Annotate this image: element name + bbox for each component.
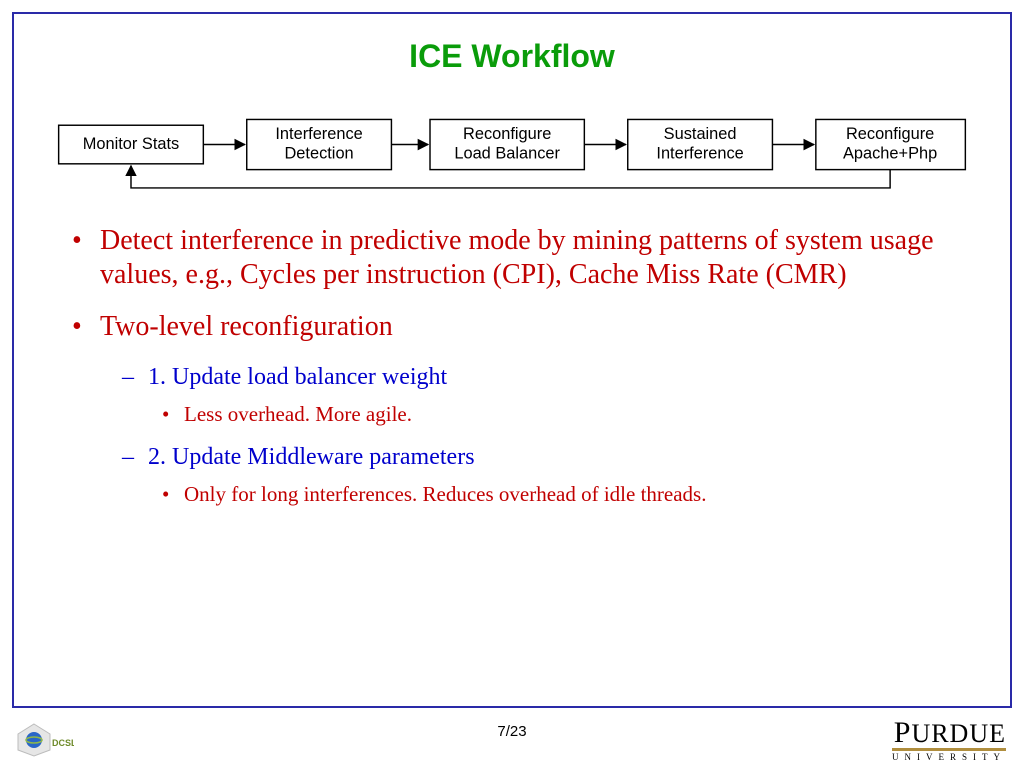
- bullet-text: Detect interference in predictive mode b…: [100, 224, 970, 292]
- bullet-text: Two-level reconfiguration: [100, 310, 393, 344]
- svg-text:Detection: Detection: [284, 145, 353, 163]
- svg-text:Apache+Php: Apache+Php: [843, 145, 937, 163]
- svg-text:Interference: Interference: [656, 145, 743, 163]
- slide-frame: ICE Workflow Monitor Stats Interference …: [12, 12, 1012, 708]
- flow-node-reconfigure-apache: Reconfigure Apache+Php: [816, 119, 966, 169]
- footer: 7/23 DCSL PURDUE UNIVERSITY: [0, 712, 1024, 768]
- bullet-mark: •: [72, 224, 100, 292]
- dash-mark: –: [122, 362, 148, 392]
- slide-title: ICE Workflow: [14, 38, 1010, 75]
- flow-node-sustained-interference: Sustained Interference: [628, 119, 773, 169]
- svg-text:Sustained: Sustained: [664, 125, 737, 143]
- page-number: 7/23: [0, 723, 1024, 740]
- dash-mark: –: [122, 442, 148, 472]
- svg-text:Load Balancer: Load Balancer: [454, 145, 560, 163]
- purdue-name: PURDUE: [892, 716, 1006, 750]
- svg-text:Reconfigure: Reconfigure: [463, 125, 551, 143]
- svg-text:Reconfigure: Reconfigure: [846, 125, 934, 143]
- sub2-bullet-text: Less overhead. More agile.: [184, 400, 412, 428]
- sub2-bullet-item: • Only for long interferences. Reduces o…: [162, 480, 970, 508]
- bullet-mark: •: [162, 480, 184, 508]
- svg-text:Monitor Stats: Monitor Stats: [83, 135, 179, 153]
- svg-text:Interference: Interference: [275, 125, 362, 143]
- sub2-bullet-item: • Less overhead. More agile.: [162, 400, 970, 428]
- bullet-mark: •: [162, 400, 184, 428]
- sub-bullet-item: – 2. Update Middleware parameters: [122, 442, 970, 472]
- slide: ICE Workflow Monitor Stats Interference …: [0, 0, 1024, 768]
- sub-bullet-text: 2. Update Middleware parameters: [148, 442, 475, 472]
- sub-bullet-item: – 1. Update load balancer weight: [122, 362, 970, 392]
- content-area: • Detect interference in predictive mode…: [72, 224, 970, 522]
- sub2-bullet-text: Only for long interferences. Reduces ove…: [184, 480, 706, 508]
- bullet-item: • Detect interference in predictive mode…: [72, 224, 970, 292]
- workflow-diagram: Monitor Stats Interference Detection Rec…: [49, 114, 975, 204]
- bullet-mark: •: [72, 310, 100, 344]
- flow-node-interference-detection: Interference Detection: [247, 119, 392, 169]
- purdue-subtitle: UNIVERSITY: [892, 752, 1006, 762]
- dcsl-logo: DCSL: [14, 722, 74, 758]
- workflow-svg: Monitor Stats Interference Detection Rec…: [49, 114, 975, 204]
- sub-bullet-text: 1. Update load balancer weight: [148, 362, 447, 392]
- purdue-logo: PURDUE UNIVERSITY: [892, 716, 1006, 762]
- svg-text:DCSL: DCSL: [52, 738, 74, 748]
- bullet-item: • Two-level reconfiguration: [72, 310, 970, 344]
- flow-node-monitor-stats: Monitor Stats: [59, 125, 204, 164]
- flow-node-reconfigure-lb: Reconfigure Load Balancer: [430, 119, 584, 169]
